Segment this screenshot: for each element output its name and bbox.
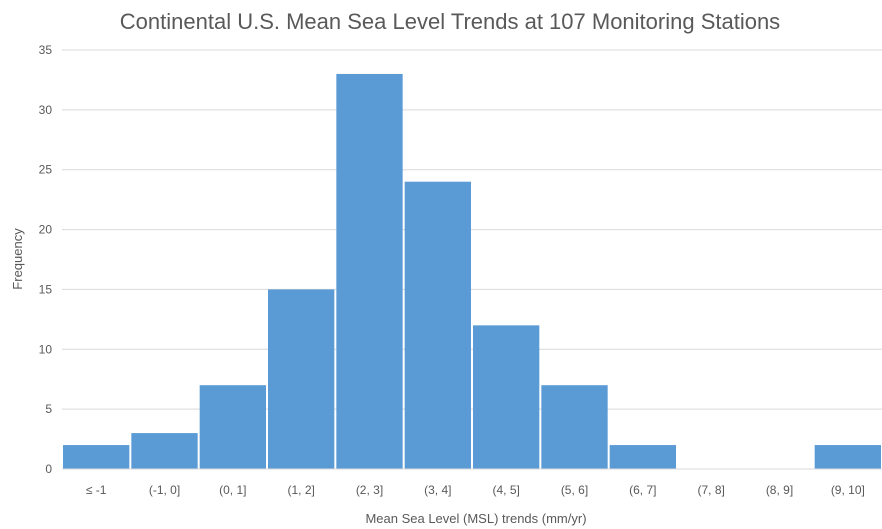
bar <box>541 385 608 469</box>
y-tick-label: 5 <box>45 402 52 416</box>
bars <box>63 73 881 469</box>
x-tick-label: (4, 5] <box>492 483 519 497</box>
x-tick-label: (9, 10] <box>831 483 865 497</box>
x-axis-title: Mean Sea Level (MSL) trends (mm/yr) <box>365 511 586 526</box>
bar <box>814 445 881 469</box>
chart-title: Continental U.S. Mean Sea Level Trends a… <box>120 9 780 34</box>
bar <box>131 433 198 469</box>
x-tick-label: (2, 3] <box>356 483 383 497</box>
y-tick-label: 35 <box>39 43 53 57</box>
x-tick-label: (-1, 0] <box>149 483 180 497</box>
x-tick-label: (8, 9] <box>766 483 793 497</box>
y-tick-label: 0 <box>45 462 52 476</box>
bar <box>404 181 471 469</box>
y-axis-ticks: 0 5 10 15 20 25 30 35 <box>39 43 53 476</box>
bar <box>63 445 130 469</box>
x-tick-label: (0, 1] <box>219 483 246 497</box>
x-axis-ticks: ≤ -1 (-1, 0] (0, 1] (1, 2] (2, 3] (3, 4] (4, 5… <box>86 483 865 497</box>
y-tick-label: 30 <box>39 103 53 117</box>
x-tick-label: (6, 7] <box>629 483 656 497</box>
y-tick-label: 20 <box>39 223 53 237</box>
y-tick-label: 10 <box>39 342 53 356</box>
y-axis-title: Frequency <box>10 228 25 290</box>
y-tick-label: 25 <box>39 163 53 177</box>
x-tick-label: (7, 8] <box>697 483 724 497</box>
y-tick-label: 15 <box>39 282 53 296</box>
bar <box>336 73 403 469</box>
gridlines <box>62 49 882 410</box>
x-tick-label: (5, 6] <box>561 483 588 497</box>
x-tick-label: (3, 4] <box>424 483 451 497</box>
bar <box>473 325 540 469</box>
x-tick-label: ≤ -1 <box>86 483 107 497</box>
x-tick-label: (1, 2] <box>287 483 314 497</box>
bar <box>609 445 676 469</box>
bar <box>268 289 335 469</box>
bar <box>199 385 266 469</box>
